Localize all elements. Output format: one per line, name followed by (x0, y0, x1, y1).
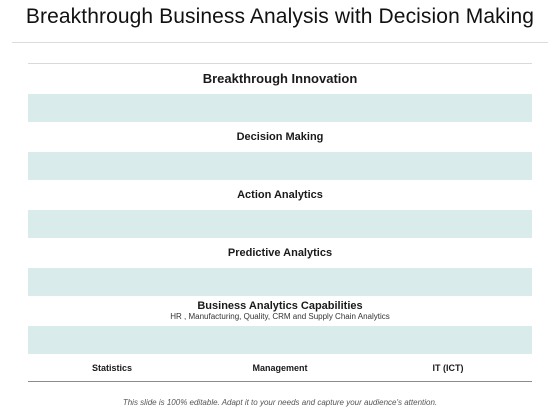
slide-title: Breakthrough Business Analysis with Deci… (25, 5, 535, 28)
level-breakthrough-innovation: Breakthrough Innovation (28, 64, 532, 93)
level-decision-making: Decision Making (28, 122, 532, 151)
foundation-it-ict: IT (ICT) (432, 362, 464, 373)
slide-footer-note: This slide is 100% editable. Adapt it to… (122, 398, 438, 407)
foundation-statistics: Statistics (91, 362, 133, 373)
foundation-management: Management (252, 362, 308, 373)
capabilities-title: Business Analytics Capabilities (197, 299, 363, 312)
band-3 (28, 209, 532, 238)
band-4 (28, 267, 532, 296)
level-action-analytics: Action Analytics (28, 180, 532, 209)
title-divider (12, 42, 548, 43)
capabilities-subtitle: HR , Manufacturing, Quality, CRM and Sup… (170, 311, 390, 321)
bottom-divider (28, 381, 532, 382)
band-1 (28, 93, 532, 122)
capabilities-row: Business Analytics Capabilities HR , Man… (28, 296, 532, 325)
top-divider (28, 63, 532, 64)
band-2 (28, 151, 532, 180)
band-5 (28, 325, 532, 354)
analytics-pyramid-table: Breakthrough Innovation Decision Making … (28, 63, 532, 382)
foundations-row: Statistics Management IT (ICT) (28, 354, 532, 381)
level-predictive-analytics: Predictive Analytics (28, 238, 532, 267)
